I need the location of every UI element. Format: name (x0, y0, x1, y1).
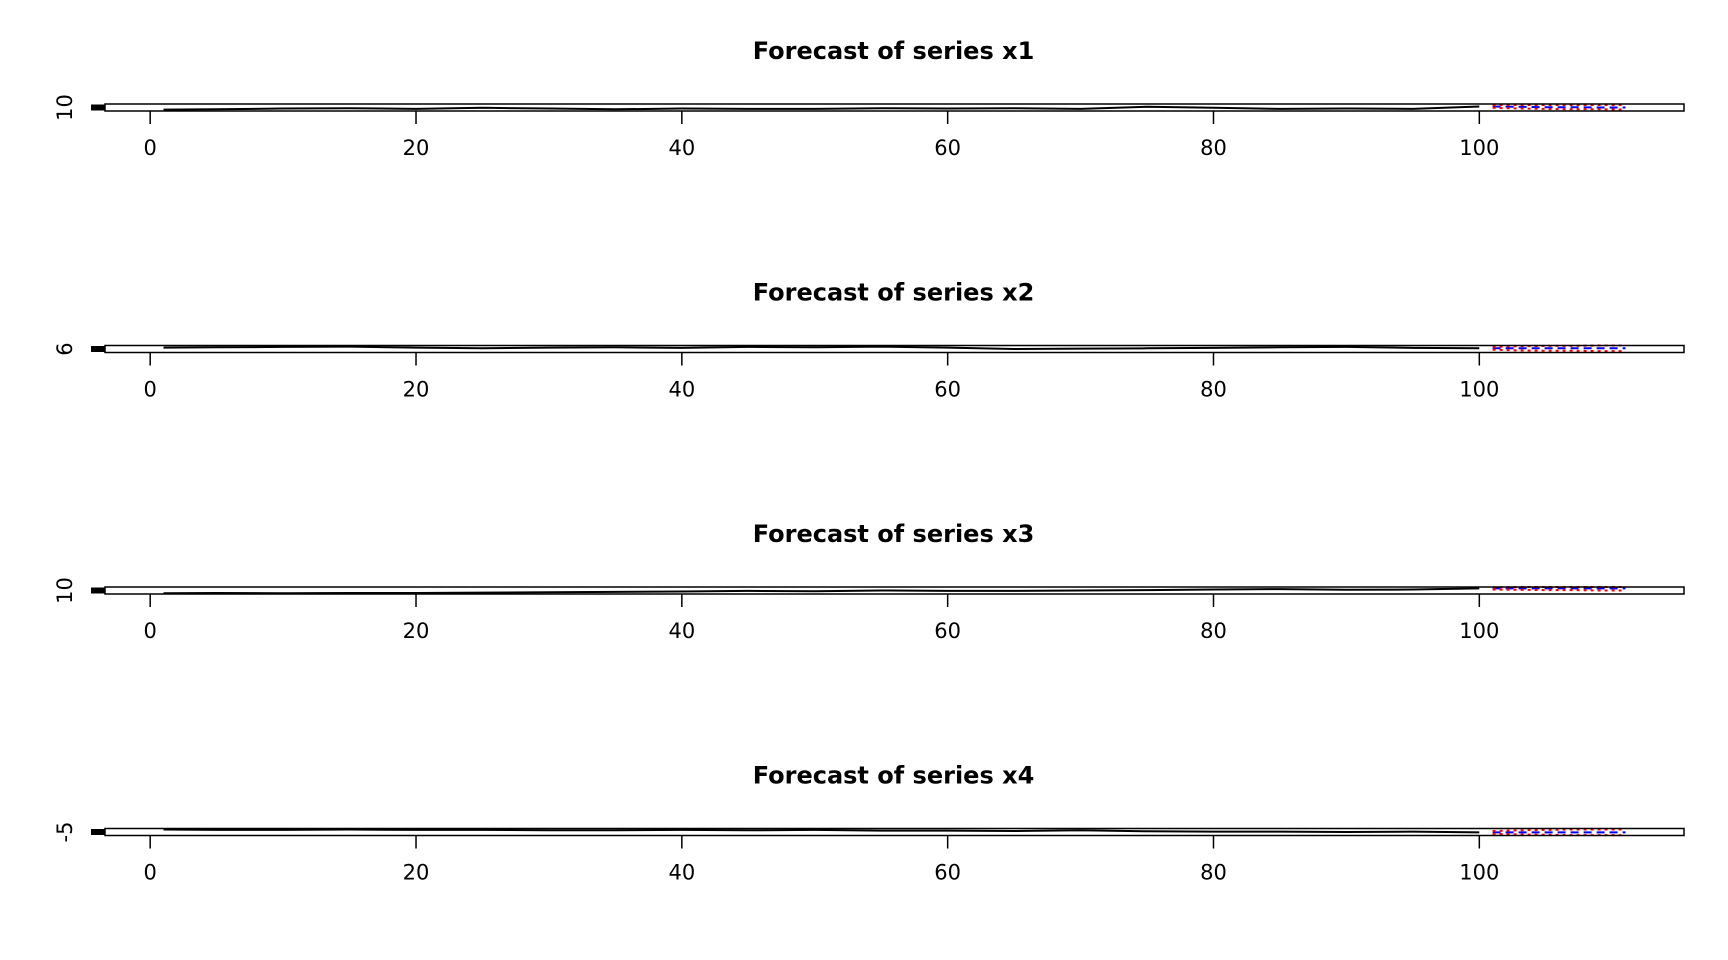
x-tick-label: 60 (934, 619, 961, 643)
series-line (163, 345, 1480, 351)
x-tick-label: 40 (668, 861, 695, 885)
chart-title: Forecast of series x3 (753, 520, 1035, 548)
plot-frame (104, 103, 1685, 112)
series-line (1492, 348, 1626, 353)
x-tick-label: 40 (668, 136, 695, 160)
chart-title: Forecast of series x1 (753, 37, 1035, 65)
series-line (163, 105, 1480, 111)
x-tick-label: 0 (144, 378, 157, 402)
x-tick-label: 0 (144, 136, 157, 160)
x-tick-label: 80 (1200, 619, 1227, 643)
x-tick-label: 20 (403, 861, 430, 885)
x-tick-label: 40 (668, 378, 695, 402)
y-tick-label: 10 (53, 94, 77, 121)
x-tick-label: 20 (403, 619, 430, 643)
series-line (163, 828, 1480, 834)
x-tick-label: 80 (1200, 378, 1227, 402)
series-line (1492, 344, 1626, 348)
x-tick-label: 40 (668, 619, 695, 643)
series-line (1492, 106, 1626, 111)
plot-frame (104, 586, 1685, 595)
x-tick-label: 100 (1459, 378, 1499, 402)
x-tick-label: 20 (403, 378, 430, 402)
chart-title: Forecast of series x2 (753, 279, 1035, 307)
plot-frame (104, 827, 1685, 837)
x-tick-label: 60 (934, 378, 961, 402)
x-tick-label: 0 (144, 861, 157, 885)
series-line (1492, 828, 1626, 832)
x-tick-label: 0 (144, 619, 157, 643)
series-line (163, 587, 1480, 595)
x-tick-label: 100 (1459, 861, 1499, 885)
x-tick-label: 100 (1459, 619, 1499, 643)
x-tick-label: 80 (1200, 136, 1227, 160)
y-tick-label: 10 (53, 577, 77, 604)
x-tick-label: 100 (1459, 136, 1499, 160)
series-line (1492, 832, 1626, 837)
plot-frame (104, 344, 1685, 354)
x-tick-label: 60 (934, 136, 961, 160)
series-line (1492, 588, 1626, 592)
chart-title: Forecast of series x4 (753, 762, 1035, 790)
x-tick-label: 20 (403, 136, 430, 160)
x-tick-label: 60 (934, 861, 961, 885)
y-tick-label: -5 (53, 822, 77, 843)
x-tick-label: 80 (1200, 861, 1227, 885)
y-tick-label: 6 (53, 342, 77, 355)
series-line (1492, 105, 1626, 109)
